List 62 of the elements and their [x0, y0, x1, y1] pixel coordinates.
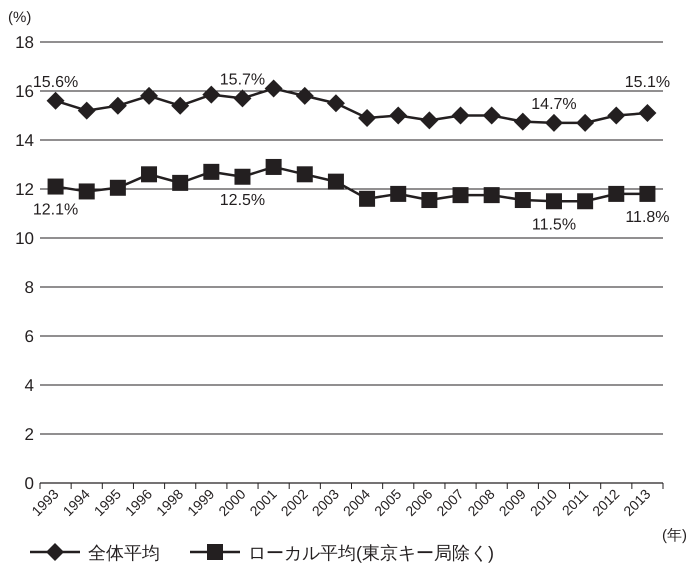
point [482, 106, 501, 124]
data-label: 11.8% [625, 208, 670, 226]
point [514, 192, 531, 208]
point [577, 193, 594, 210]
point [452, 187, 469, 204]
y-tick-label: 14 [15, 131, 34, 150]
point [638, 104, 656, 122]
point [78, 102, 96, 120]
y-tick-label: 10 [15, 229, 34, 248]
point [390, 186, 406, 202]
point [296, 166, 313, 182]
point [141, 166, 158, 182]
point [110, 180, 126, 196]
point [171, 96, 190, 115]
y-axis-title: (%) [8, 9, 32, 26]
data-label: 14.7% [531, 96, 577, 113]
legend-label: 全体平均 [88, 543, 160, 563]
point [264, 80, 283, 98]
point [266, 158, 282, 175]
point [296, 86, 314, 105]
point [389, 106, 408, 124]
y-tick-label: 12 [15, 180, 34, 199]
y-tick-label: 4 [24, 376, 34, 395]
data-label: 11.5% [532, 216, 576, 234]
y-tick-label: 0 [24, 474, 34, 493]
point [421, 192, 438, 208]
point [328, 174, 344, 190]
point [514, 112, 532, 131]
data-label: 12.1% [32, 202, 78, 219]
point [233, 89, 252, 108]
y-tick-label: 6 [24, 327, 34, 346]
point [420, 111, 438, 130]
point [172, 174, 188, 191]
data-label: 15.1% [624, 74, 670, 91]
y-tick-label: 2 [24, 425, 34, 444]
legend-label: ローカル平均(東京キー局除く) [248, 543, 494, 563]
point [78, 183, 95, 200]
point [48, 178, 64, 195]
point [607, 106, 626, 124]
point [140, 86, 158, 105]
data-label: 12.5% [220, 192, 266, 209]
point [326, 94, 345, 112]
point [359, 190, 376, 207]
point [639, 186, 656, 202]
point [46, 92, 65, 110]
point [203, 164, 220, 180]
point [544, 114, 563, 132]
point [358, 108, 376, 127]
data-label: 15.7% [220, 71, 266, 88]
point [576, 114, 594, 132]
point [608, 186, 624, 202]
point [108, 96, 127, 115]
y-tick-label: 8 [24, 278, 34, 297]
y-tick-label: 16 [15, 82, 34, 101]
y-tick-label: 18 [15, 33, 34, 52]
point [234, 168, 250, 185]
x-axis-title: (年) [662, 527, 687, 544]
data-label: 15.6% [32, 74, 78, 91]
point [202, 86, 220, 104]
point [452, 106, 470, 124]
point [546, 193, 562, 210]
point [484, 187, 500, 204]
